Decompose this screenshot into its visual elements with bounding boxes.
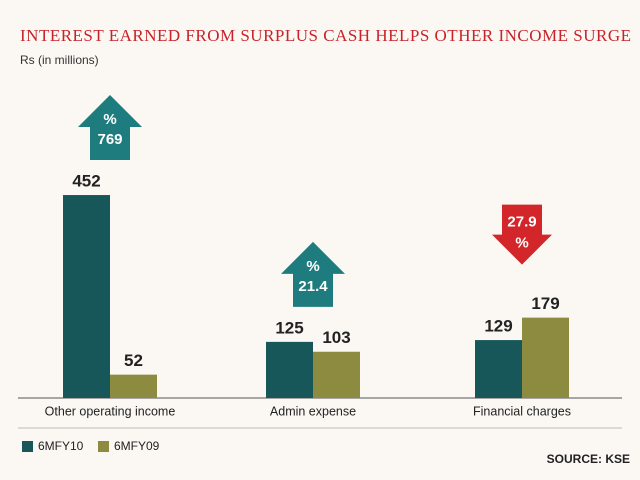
- value-label: 452: [72, 172, 100, 191]
- value-label: 179: [531, 294, 559, 313]
- x-tick-label: Other operating income: [45, 404, 176, 418]
- x-tick-label: Financial charges: [473, 404, 571, 418]
- arrow-down: [492, 204, 552, 265]
- legend-label: 6MFY10: [38, 439, 84, 453]
- legend-swatch: [98, 441, 109, 452]
- legend-swatch: [22, 441, 33, 452]
- bar: [522, 317, 569, 398]
- source: SOURCE: KSE: [547, 452, 630, 466]
- chart-title: INTEREST EARNED FROM SURPLUS CASH HELPS …: [20, 26, 631, 45]
- annotation-symbol: %: [103, 111, 116, 128]
- chart-subtitle: Rs (in millions): [20, 53, 99, 67]
- x-tick-label: Admin expense: [270, 404, 356, 418]
- value-label: 129: [484, 317, 512, 336]
- annotation-symbol: %: [306, 258, 319, 275]
- legend-label: 6MFY09: [114, 439, 160, 453]
- arrow-up: [78, 95, 142, 161]
- bar: [110, 374, 157, 398]
- value-label: 125: [275, 318, 303, 337]
- annotation-symbol: %: [515, 235, 528, 252]
- annotation-text: 27.9: [507, 214, 536, 231]
- value-label: 52: [124, 351, 143, 370]
- value-label: 103: [322, 328, 350, 347]
- bar: [63, 195, 110, 398]
- arrow-up: [281, 241, 345, 307]
- annotation-text: 769: [97, 131, 122, 148]
- bar: [475, 340, 522, 398]
- annotation-text: 21.4: [298, 278, 328, 295]
- bar: [313, 351, 360, 398]
- bar: [266, 341, 313, 398]
